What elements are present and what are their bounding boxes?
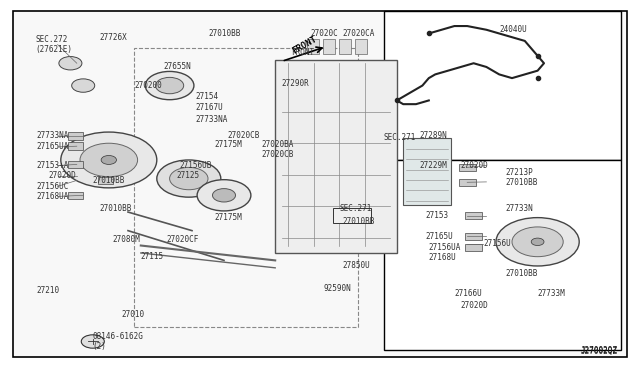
Text: 27156UB: 27156UB xyxy=(179,161,212,170)
Text: 27166U: 27166U xyxy=(454,289,482,298)
Text: 27125: 27125 xyxy=(176,171,199,180)
Circle shape xyxy=(531,238,544,246)
Bar xyxy=(68,132,83,140)
Bar xyxy=(403,138,451,205)
Bar xyxy=(68,161,83,168)
Circle shape xyxy=(59,57,82,70)
Text: 27156UC: 27156UC xyxy=(36,182,69,191)
Text: 08146-6162G
(2): 08146-6162G (2) xyxy=(93,332,143,351)
Text: 27010: 27010 xyxy=(122,310,145,319)
Text: 27010BB: 27010BB xyxy=(93,176,125,185)
Text: 27156U: 27156U xyxy=(483,239,511,248)
Text: SEC.272
(27621E): SEC.272 (27621E) xyxy=(35,35,72,54)
Text: 27020CB: 27020CB xyxy=(227,131,260,140)
Circle shape xyxy=(170,167,208,190)
Circle shape xyxy=(512,227,563,257)
Text: 27010BB: 27010BB xyxy=(99,204,132,213)
Circle shape xyxy=(61,132,157,188)
Text: 92590N: 92590N xyxy=(323,284,351,293)
Text: 27080M: 27080M xyxy=(112,235,140,244)
Text: 27020C: 27020C xyxy=(310,29,338,38)
Text: 27153: 27153 xyxy=(426,211,449,220)
Text: 27165U: 27165U xyxy=(426,232,453,241)
Bar xyxy=(307,39,319,54)
Bar xyxy=(465,212,482,219)
Circle shape xyxy=(145,71,194,100)
Bar xyxy=(323,39,335,54)
FancyBboxPatch shape xyxy=(275,60,397,253)
Text: 27289N: 27289N xyxy=(419,131,447,140)
Bar xyxy=(465,232,482,240)
Text: SEC.271: SEC.271 xyxy=(339,204,372,213)
Bar xyxy=(98,177,113,184)
Text: 27210: 27210 xyxy=(36,286,60,295)
Text: 27733M: 27733M xyxy=(538,289,565,298)
Text: J27002QZ: J27002QZ xyxy=(580,346,618,355)
Bar xyxy=(459,179,476,186)
Text: FRONT: FRONT xyxy=(291,35,319,56)
Text: 270200: 270200 xyxy=(134,81,162,90)
Text: 27175M: 27175M xyxy=(214,140,242,149)
Text: 27168UA: 27168UA xyxy=(36,192,69,201)
Text: J27002QZ: J27002QZ xyxy=(580,347,618,356)
Bar xyxy=(333,208,371,223)
Circle shape xyxy=(156,77,184,94)
Circle shape xyxy=(72,79,95,92)
Text: 27156UA: 27156UA xyxy=(429,243,461,252)
Bar xyxy=(339,39,351,54)
Text: 27175M: 27175M xyxy=(214,213,242,222)
Text: 24040U: 24040U xyxy=(499,25,527,34)
Text: 27010BB: 27010BB xyxy=(342,217,375,226)
Text: 27165UA: 27165UA xyxy=(36,142,69,151)
Text: 27153+A: 27153+A xyxy=(36,161,69,170)
Circle shape xyxy=(212,189,236,202)
Text: 27290R: 27290R xyxy=(282,79,309,88)
Bar xyxy=(465,244,482,251)
Text: 27154: 27154 xyxy=(195,92,218,101)
Text: SEC.271: SEC.271 xyxy=(384,133,417,142)
Bar xyxy=(384,11,621,160)
Text: 27010BB: 27010BB xyxy=(506,178,538,187)
Bar xyxy=(355,39,367,54)
Circle shape xyxy=(496,218,579,266)
Text: 27229M: 27229M xyxy=(419,161,447,170)
Text: 27726X: 27726X xyxy=(99,33,127,42)
Bar xyxy=(384,160,621,350)
Text: 27010BB: 27010BB xyxy=(208,29,241,38)
Circle shape xyxy=(80,143,138,177)
Text: 27010BB: 27010BB xyxy=(506,269,538,278)
Text: 27020D: 27020D xyxy=(48,171,76,180)
Text: 27733N: 27733N xyxy=(506,204,533,213)
Text: 27655N: 27655N xyxy=(163,62,191,71)
Bar xyxy=(68,192,83,199)
Text: 27168U: 27168U xyxy=(429,253,456,262)
Circle shape xyxy=(81,335,104,348)
Text: 27020CF: 27020CF xyxy=(166,235,199,244)
Text: 27020BA: 27020BA xyxy=(261,140,294,149)
Bar xyxy=(459,164,476,171)
Circle shape xyxy=(197,180,251,211)
Bar xyxy=(134,48,358,327)
Bar xyxy=(68,142,83,150)
Text: 27020D: 27020D xyxy=(461,161,488,170)
Text: 27213P: 27213P xyxy=(506,169,533,177)
Text: 27733NA: 27733NA xyxy=(36,131,69,140)
Text: 27167U: 27167U xyxy=(195,103,223,112)
Text: 27020CB: 27020CB xyxy=(261,150,294,159)
Circle shape xyxy=(157,160,221,197)
Text: FRONT: FRONT xyxy=(291,48,314,57)
Text: 27020CA: 27020CA xyxy=(342,29,375,38)
Circle shape xyxy=(101,155,116,164)
Text: 27733NA: 27733NA xyxy=(195,115,228,124)
Text: 27115: 27115 xyxy=(141,252,164,261)
Text: 27850U: 27850U xyxy=(342,262,370,270)
Text: 27020D: 27020D xyxy=(461,301,488,310)
